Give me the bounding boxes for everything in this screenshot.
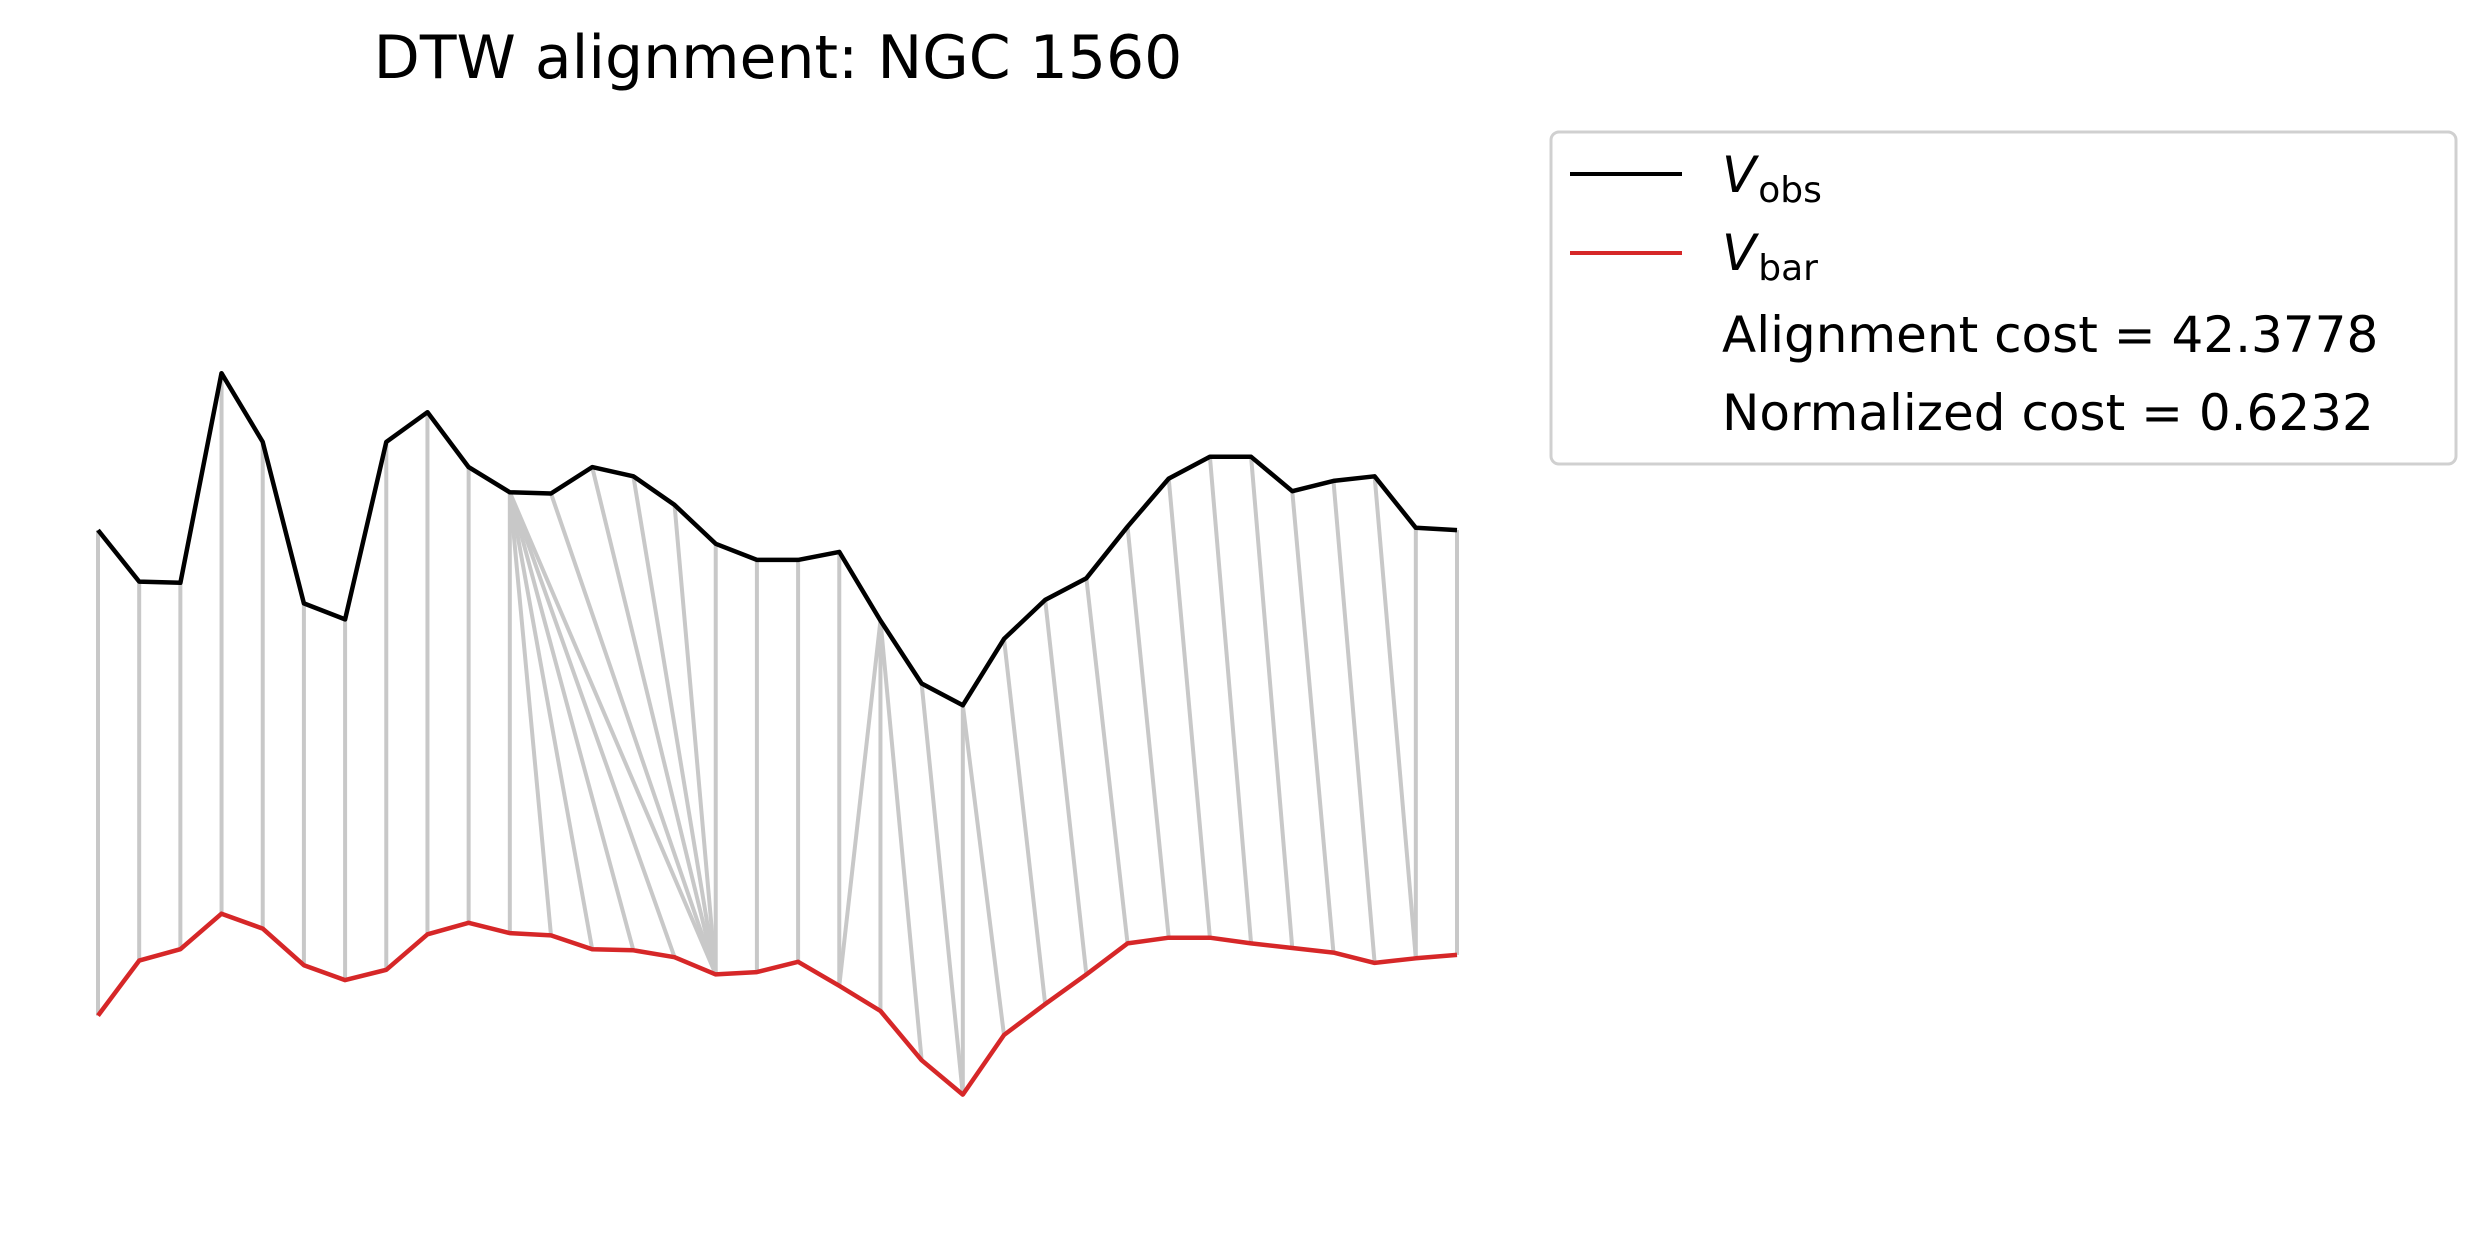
alignment-line	[837, 620, 883, 987]
alignment-line	[1125, 526, 1171, 938]
alignment-line	[1331, 480, 1377, 964]
alignment-line	[507, 491, 718, 976]
alignment-line	[507, 492, 553, 936]
alignment-line	[631, 475, 718, 975]
alignment-line	[549, 492, 718, 976]
alignment-lines	[96, 373, 1459, 1095]
chart-title: DTW alignment: NGC 1560	[374, 23, 1183, 93]
series-lines	[96, 370, 1458, 1097]
alignment-line	[1249, 456, 1295, 949]
alignment-line	[507, 491, 677, 958]
series-line-obs	[96, 370, 1458, 708]
alignment-line	[1166, 478, 1212, 938]
alignment-line	[507, 491, 636, 951]
alignment-line	[1043, 599, 1089, 975]
alignment-line	[1084, 577, 1130, 944]
legend: Vobs Vbar Alignment cost = 42.3778 Norma…	[1549, 130, 2458, 466]
alignment-line	[878, 620, 924, 1061]
legend-label-bar: Vbar	[1722, 224, 1818, 289]
alignment-line	[507, 491, 595, 950]
alignment-line	[672, 504, 718, 975]
legend-alignment-cost: Alignment cost = 42.3778	[1722, 306, 2378, 364]
alignment-line	[1372, 476, 1418, 959]
alignment-line	[1207, 456, 1254, 944]
alignment-line	[1290, 490, 1336, 953]
alignment-line	[1002, 638, 1048, 1005]
alignment-line	[960, 705, 1006, 1036]
alignment-line	[590, 466, 718, 975]
legend-frame	[1549, 130, 2458, 466]
legend-normalized-cost: Normalized cost = 0.6232	[1722, 384, 2374, 442]
legend-label-obs: Vobs	[1722, 146, 1822, 211]
alignment-line	[919, 683, 965, 1095]
series-line-bar	[96, 911, 1458, 1097]
